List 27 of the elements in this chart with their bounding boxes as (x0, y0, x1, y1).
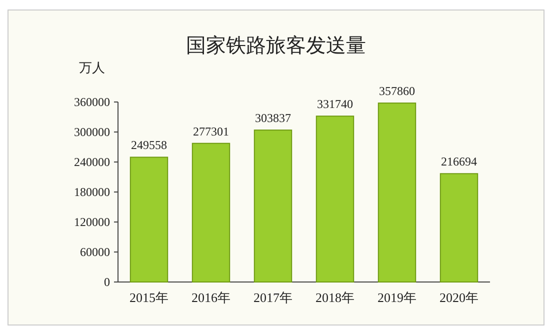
data-label: 216694 (441, 154, 477, 169)
y-tick-label: 360000 (74, 95, 110, 109)
y-tick-label: 240000 (74, 155, 110, 169)
y-tick-label: 180000 (74, 185, 110, 199)
x-tick-label: 2016年 (192, 290, 230, 305)
y-axis-title: 万人 (79, 60, 105, 75)
y-tick-label: 120000 (74, 215, 110, 229)
chart-title: 国家铁路旅客发送量 (186, 35, 366, 57)
bar (192, 142, 230, 282)
bar (378, 102, 416, 282)
x-tick-label: 2019年 (378, 290, 416, 305)
x-tick-label: 2017年 (254, 290, 292, 305)
bar (130, 156, 168, 282)
data-label: 249558 (131, 138, 167, 152)
data-label: 277301 (193, 124, 229, 138)
y-tick-label: 60000 (80, 245, 110, 259)
y-tick-label: 300000 (74, 125, 110, 139)
data-label: 303837 (255, 111, 291, 126)
data-label: 331740 (317, 97, 353, 112)
bar (316, 116, 354, 282)
bar (254, 130, 292, 282)
x-tick-label: 2018年 (316, 290, 354, 305)
bar (440, 173, 478, 282)
x-tick-label: 2015年 (130, 290, 168, 305)
y-tick-label: 0 (104, 275, 110, 289)
data-label: 357860 (379, 84, 415, 98)
x-tick-label: 2020年 (440, 290, 478, 305)
